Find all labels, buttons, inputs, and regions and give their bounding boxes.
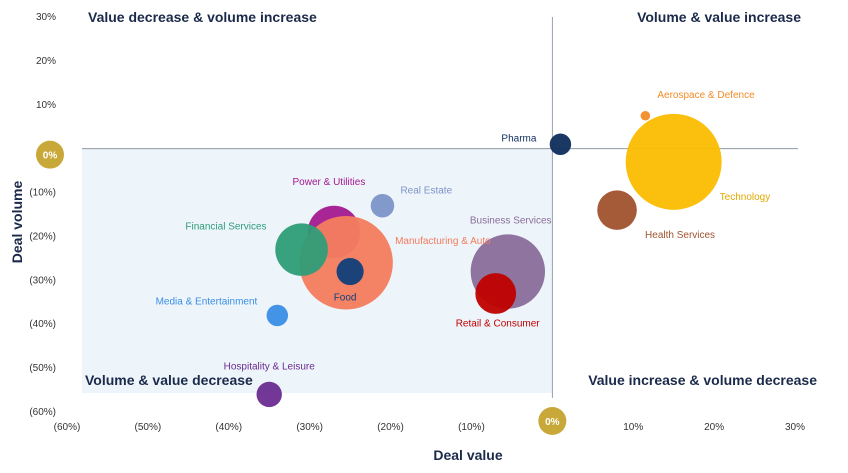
y-tick-label: (20%) [29, 231, 56, 242]
x-tick-label: 30% [785, 422, 805, 433]
bubble-label-power-and-utilities: Power & Utilities [293, 177, 366, 188]
y-tick-label: (30%) [29, 275, 56, 286]
bubble-label-manufacturing-and-auto: Manufacturing & Auto [395, 236, 491, 247]
y-tick-label: 0% [43, 151, 58, 162]
x-tick-label: (40%) [215, 422, 242, 433]
quadrant-top-right-label: Volume & value increase [637, 9, 801, 25]
bubble-retail-and-consumer [475, 273, 517, 314]
bubble-label-pharma: Pharma [501, 133, 536, 144]
tick-labels: (60%) (50%) (40%) (30%) (20%) (10%) 0% 10% 20% 30… [29, 12, 805, 435]
y-tick-label: (40%) [29, 319, 56, 330]
bubble-food [336, 257, 364, 286]
bubble-label-retail-and-consumer: Retail & Consumer [456, 319, 541, 330]
y-tick-label: 20% [36, 56, 56, 67]
bubbles [256, 110, 722, 408]
bubble-label-media-and-entertainment: Media & Entertainment [156, 296, 258, 307]
x-tick-label: (50%) [135, 422, 162, 433]
y-tick-label: (10%) [29, 188, 56, 199]
bubble-technology [625, 113, 722, 210]
bubble-labels: Aerospace & Defence Technology Health Serv… [156, 90, 771, 373]
y-tick-label: (60%) [29, 407, 56, 418]
quadrant-bottom-right-label: Value increase & volume decrease [588, 372, 817, 388]
x-tick-label: 10% [623, 422, 643, 433]
bubble-label-financial-services: Financial Services [185, 222, 266, 233]
y-zero-marker [36, 140, 64, 169]
bubble-label-business-services: Business Services [470, 216, 552, 227]
quadrant-top-left-label: Value decrease & volume increase [88, 9, 317, 25]
x-tick-label: (10%) [458, 422, 485, 433]
bubble-label-aerospace-and-defence: Aerospace & Defence [657, 90, 755, 101]
y-tick-label: (50%) [29, 363, 56, 374]
bubble-pharma [549, 133, 572, 156]
bubble-label-food: Food [334, 293, 357, 304]
x-tick-label: 20% [704, 422, 724, 433]
x-tick-label: (20%) [377, 422, 404, 433]
x-tick-label: (30%) [296, 422, 323, 433]
y-tick-label: 10% [36, 100, 56, 111]
bubble-label-hospitality-and-leisure: Hospitality & Leisure [224, 361, 316, 372]
bubble-health-services [597, 190, 637, 230]
x-axis-title: Deal value [433, 447, 502, 463]
bubble-label-real-estate: Real Estate [400, 186, 452, 197]
y-axis-title: Deal volume [9, 181, 25, 264]
quadrant-bottom-left-label: Volume & value decrease [85, 372, 253, 388]
bubble-real-estate [370, 193, 395, 218]
x-tick-label: (60%) [54, 422, 81, 433]
y-tick-label: 30% [36, 12, 56, 23]
x-tick-label: 0% [545, 417, 560, 428]
bubble-financial-services [275, 223, 328, 276]
bubble-label-technology: Technology [720, 192, 771, 203]
bubble-aerospace-and-defence [640, 110, 651, 121]
bubble-label-health-services: Health Services [645, 230, 715, 241]
x-zero-marker [538, 407, 567, 435]
bubble-hospitality-and-leisure [256, 381, 282, 408]
bubble-media-and-entertainment [266, 304, 289, 327]
